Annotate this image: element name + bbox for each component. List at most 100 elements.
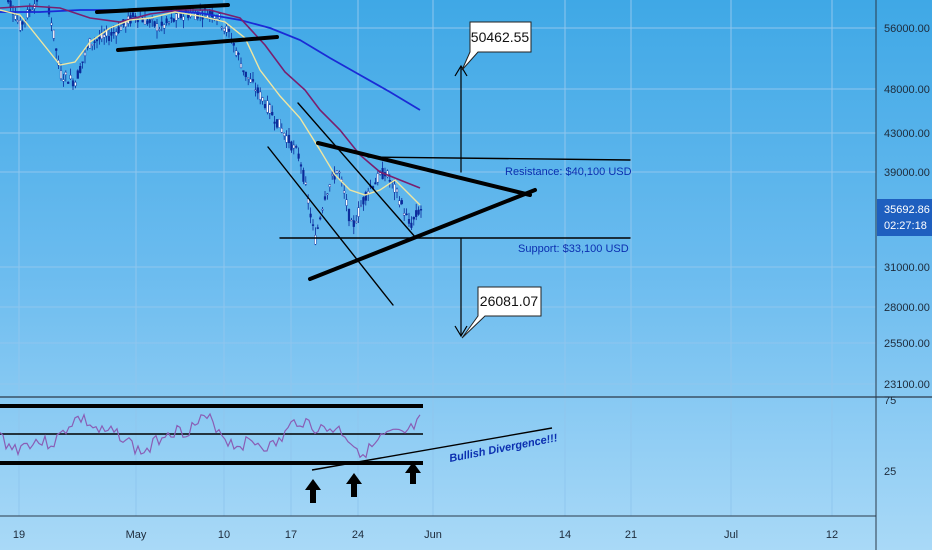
price-tick: 48000.00 xyxy=(884,84,930,96)
candle-body xyxy=(290,141,293,151)
falling-wedge-upper-line xyxy=(297,102,417,239)
candle-body xyxy=(251,79,255,82)
arrow-up-head xyxy=(454,64,468,77)
rsi-axis[interactable]: 75 25 xyxy=(884,395,896,478)
ma-mid-line xyxy=(0,5,421,189)
candle-body xyxy=(398,200,401,205)
candlestick-series xyxy=(7,0,423,246)
callout-target-down[interactable]: 26081.07 xyxy=(461,286,542,339)
candle-body xyxy=(26,9,29,18)
candle-body xyxy=(7,0,10,3)
candle-body xyxy=(107,36,111,41)
candle-body xyxy=(117,26,120,33)
time-tick: 14 xyxy=(559,529,571,541)
candle-body xyxy=(175,13,178,21)
candle-body xyxy=(326,193,329,196)
time-tick: Jun xyxy=(424,529,442,541)
candle-body xyxy=(268,104,271,114)
candle-body xyxy=(249,78,252,83)
candle-body xyxy=(295,146,298,148)
triangle-upper-line xyxy=(316,141,532,197)
candle-body xyxy=(153,21,156,27)
candle-body xyxy=(364,192,367,201)
time-axis[interactable]: 19 May 10 17 24 Jun 14 21 Jul 12 xyxy=(13,529,838,541)
candle-body xyxy=(319,217,322,220)
time-tick: 12 xyxy=(826,529,838,541)
candle-body xyxy=(239,63,243,68)
candle-body xyxy=(309,213,312,218)
time-tick: 10 xyxy=(218,529,230,541)
candle-body xyxy=(19,20,22,31)
candle-body xyxy=(355,221,358,223)
top-channel-upper-line xyxy=(95,3,230,14)
price-axis[interactable]: 56000.00 48000.00 43000.00 39000.00 3100… xyxy=(884,23,930,391)
candle-body xyxy=(244,71,247,78)
falling-wedge-lower-line xyxy=(267,146,394,306)
candle-body xyxy=(345,199,348,206)
divergence-line xyxy=(311,427,553,471)
rsi-tick: 25 xyxy=(884,466,896,478)
candle-body xyxy=(9,0,12,8)
candle-body xyxy=(136,18,139,23)
candle-body xyxy=(273,121,276,124)
candle-body xyxy=(352,220,355,227)
time-tick: Jul xyxy=(724,529,738,541)
candle-body xyxy=(52,29,55,39)
candle-body xyxy=(35,0,39,2)
candle-body xyxy=(71,80,75,87)
candle-body xyxy=(64,72,67,75)
arrow-down-head xyxy=(454,325,468,338)
candle-body xyxy=(419,209,423,211)
candle-body xyxy=(232,43,235,46)
top-channel-lower-line xyxy=(116,35,279,52)
candle-body xyxy=(395,188,399,193)
candle-body xyxy=(14,15,17,20)
time-tick: 21 xyxy=(625,529,637,541)
candle-body xyxy=(259,91,262,100)
candle-body xyxy=(304,182,307,185)
time-tick: May xyxy=(126,529,147,541)
candle-body xyxy=(110,32,113,36)
candle-body xyxy=(410,222,413,228)
candle-body xyxy=(146,20,149,25)
candle-body xyxy=(347,208,351,222)
candle-body xyxy=(297,153,300,159)
candle-body xyxy=(247,77,250,79)
candle-body xyxy=(69,75,72,80)
callout-target-up[interactable]: 50462.55 xyxy=(461,21,532,71)
time-tick: 17 xyxy=(285,529,297,541)
candle-body xyxy=(362,197,365,205)
candle-body xyxy=(314,235,317,245)
candle-body xyxy=(112,32,115,34)
candle-body xyxy=(323,196,327,200)
candle-body xyxy=(235,50,238,56)
resistance-label: Resistance: $40,100 USD xyxy=(505,166,632,178)
candle-body xyxy=(412,216,415,220)
candle-body xyxy=(79,66,82,73)
candle-body xyxy=(299,164,303,167)
support-label: Support: $33,100 USD xyxy=(518,243,629,255)
candle-body xyxy=(119,26,123,31)
candle-body xyxy=(263,103,267,108)
candle-body xyxy=(148,19,151,23)
bar-countdown: 02:27:18 xyxy=(884,220,927,232)
candle-body xyxy=(407,219,411,224)
time-tick: 19 xyxy=(13,529,25,541)
candle-body xyxy=(100,32,103,39)
resistance-line xyxy=(367,156,631,161)
candle-body xyxy=(266,100,269,113)
candle-body xyxy=(292,144,295,149)
candle-body xyxy=(393,184,396,193)
candle-body xyxy=(62,79,65,82)
candle-body xyxy=(302,169,305,182)
price-tick: 39000.00 xyxy=(884,167,930,179)
candle-body xyxy=(163,24,166,29)
candle-body xyxy=(103,34,106,38)
candle-body xyxy=(285,135,288,143)
candle-body xyxy=(194,13,197,20)
candle-body xyxy=(275,119,279,128)
candle-body xyxy=(254,89,257,92)
ma-slow-line xyxy=(0,9,421,111)
